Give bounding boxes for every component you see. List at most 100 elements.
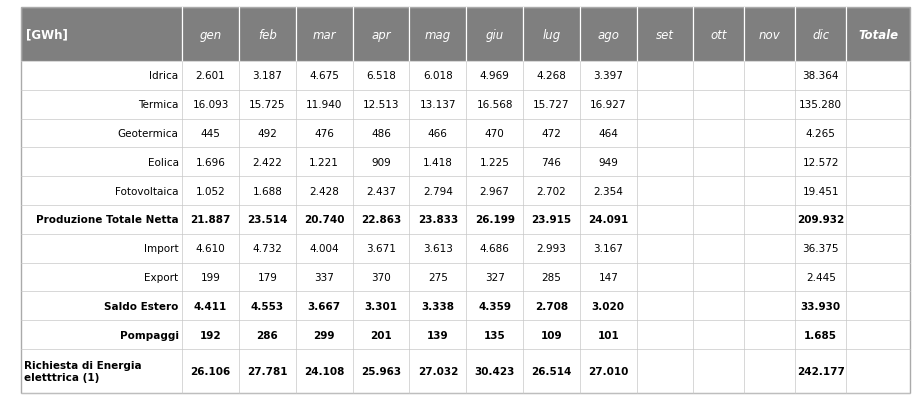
Text: 486: 486 [371, 129, 391, 139]
Bar [744, 8, 795, 62]
Text: 139: 139 [427, 330, 448, 340]
Bar [20, 292, 910, 320]
Text: 20.740: 20.740 [304, 215, 345, 225]
Text: 2.428: 2.428 [310, 186, 339, 196]
Text: 11.940: 11.940 [306, 100, 343, 110]
Bar [580, 8, 637, 62]
Text: 135.280: 135.280 [800, 100, 843, 110]
Text: 299: 299 [313, 330, 335, 340]
Text: 286: 286 [256, 330, 278, 340]
Text: 2.437: 2.437 [366, 186, 396, 196]
Text: 472: 472 [541, 129, 562, 139]
Text: 4.675: 4.675 [310, 71, 339, 81]
Text: 15.727: 15.727 [533, 100, 570, 110]
Text: 201: 201 [370, 330, 391, 340]
Text: mag: mag [425, 28, 451, 41]
Bar [410, 8, 466, 62]
Text: 22.863: 22.863 [361, 215, 402, 225]
Text: 1.685: 1.685 [804, 330, 837, 340]
Text: 209.932: 209.932 [797, 215, 845, 225]
Bar [20, 263, 910, 292]
Text: Pompaggi: Pompaggi [119, 330, 178, 340]
Text: 199: 199 [200, 272, 221, 282]
Bar [20, 62, 910, 91]
Text: feb: feb [258, 28, 277, 41]
Text: 4.004: 4.004 [310, 243, 339, 253]
Text: 1.418: 1.418 [423, 158, 453, 167]
Text: 909: 909 [371, 158, 391, 167]
Text: 192: 192 [199, 330, 221, 340]
Text: 21.887: 21.887 [190, 215, 231, 225]
Text: 466: 466 [428, 129, 448, 139]
Text: 242.177: 242.177 [797, 366, 845, 376]
Text: 147: 147 [598, 272, 618, 282]
Text: 4.553: 4.553 [251, 301, 284, 311]
Text: 337: 337 [314, 272, 335, 282]
Bar [20, 119, 910, 148]
Text: 4.268: 4.268 [537, 71, 566, 81]
Text: 1.052: 1.052 [196, 186, 225, 196]
Bar [20, 177, 910, 205]
Text: 30.423: 30.423 [474, 366, 515, 376]
Text: 12.513: 12.513 [363, 100, 399, 110]
Text: 470: 470 [484, 129, 505, 139]
Text: Produzione Totale Netta: Produzione Totale Netta [36, 215, 178, 225]
Text: 2.794: 2.794 [423, 186, 453, 196]
Text: Fotovoltaica: Fotovoltaica [115, 186, 178, 196]
Text: 33.930: 33.930 [800, 301, 841, 311]
Text: 3.020: 3.020 [592, 301, 625, 311]
Text: 6.518: 6.518 [366, 71, 396, 81]
Text: 3.671: 3.671 [366, 243, 396, 253]
Text: 3.187: 3.187 [253, 71, 282, 81]
Bar [296, 8, 353, 62]
Bar [182, 8, 239, 62]
Text: 24.091: 24.091 [588, 215, 629, 225]
Bar [846, 8, 910, 62]
Text: 16.927: 16.927 [590, 100, 627, 110]
Text: 109: 109 [540, 330, 562, 340]
Text: 27.010: 27.010 [588, 366, 629, 376]
Bar [20, 349, 910, 393]
Text: 27.781: 27.781 [247, 366, 288, 376]
Text: 36.375: 36.375 [802, 243, 839, 253]
Text: 24.108: 24.108 [304, 366, 345, 376]
Text: 1.221: 1.221 [310, 158, 339, 167]
Text: gen: gen [199, 28, 221, 41]
Text: Richiesta di Energia
eletttrica (1): Richiesta di Energia eletttrica (1) [24, 360, 142, 382]
Text: Idrica: Idrica [150, 71, 178, 81]
Text: 38.364: 38.364 [802, 71, 839, 81]
Text: Geotermica: Geotermica [118, 129, 178, 139]
Bar [239, 8, 296, 62]
Text: 179: 179 [257, 272, 278, 282]
Text: 3.613: 3.613 [423, 243, 453, 253]
Text: 4.359: 4.359 [478, 301, 511, 311]
Bar [20, 8, 182, 62]
Text: mar: mar [312, 28, 336, 41]
Text: giu: giu [485, 28, 504, 41]
Bar [20, 234, 910, 263]
Text: 275: 275 [428, 272, 448, 282]
Text: 3.338: 3.338 [421, 301, 454, 311]
Text: 4.969: 4.969 [480, 71, 509, 81]
Text: 6.018: 6.018 [423, 71, 453, 81]
Text: 2.601: 2.601 [196, 71, 225, 81]
Text: 1.688: 1.688 [253, 186, 282, 196]
Text: 2.702: 2.702 [537, 186, 566, 196]
Bar [523, 8, 580, 62]
Text: 746: 746 [541, 158, 562, 167]
Text: 16.568: 16.568 [476, 100, 513, 110]
Text: 492: 492 [257, 129, 278, 139]
Text: 1.225: 1.225 [480, 158, 509, 167]
Bar [795, 8, 846, 62]
Text: 2.708: 2.708 [535, 301, 568, 311]
Text: 23.915: 23.915 [531, 215, 572, 225]
Text: Export: Export [144, 272, 178, 282]
Text: 3.301: 3.301 [365, 301, 398, 311]
Bar [466, 8, 523, 62]
Text: 2.967: 2.967 [480, 186, 509, 196]
Bar [637, 8, 694, 62]
Text: 13.137: 13.137 [420, 100, 456, 110]
Text: lug: lug [542, 28, 561, 41]
Text: 3.397: 3.397 [594, 71, 623, 81]
Text: 1.696: 1.696 [196, 158, 225, 167]
